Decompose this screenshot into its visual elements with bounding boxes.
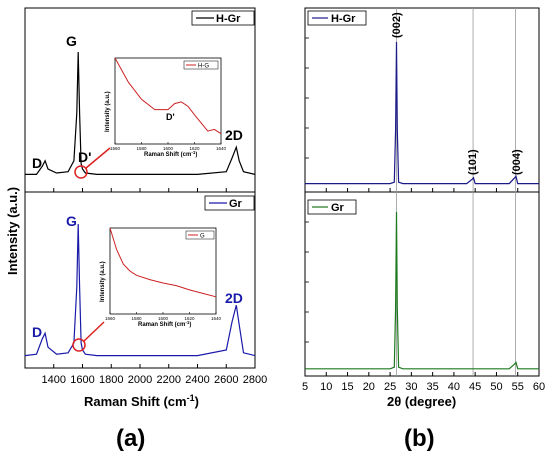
inset-x-tick-label: 1640 [211,316,222,321]
x-tick-label-b: 35 [427,381,439,393]
inset-bottom-ticks: 1560 1580 1600 1620 1640 [105,312,222,321]
inset-bottom-xlabel: Raman Shift (cm-1) [138,320,191,328]
series-line-h-gr-raman [25,51,256,175]
legend-label-h-gr-raman: H-Gr [216,13,241,25]
legend-h-gr-xrd: H-Gr [307,10,367,26]
x-tick-label-b: 20 [363,381,375,393]
inset-bottom: 1560 1580 1600 1620 1640 G Raman Shift (cm-1… [100,227,222,328]
x-tick-label-b: 10 [320,381,332,393]
peak-label-2d-top: 2D [225,127,243,143]
inset-x-tick-label: 1620 [184,316,195,321]
inset-top-annotation: D' [166,112,175,122]
x-tick-label-a: 1600 [70,374,94,386]
panel-label-a: (a) [116,425,145,452]
panel-label-b: (b) [404,425,435,452]
x-tick-label-b: 30 [405,381,417,393]
inset-pointer-bottom [83,321,105,342]
series-line-gr-xrd [305,211,539,370]
inset-top-line [114,57,222,135]
peak-label-g-bottom: G [66,213,77,229]
panel-b-bottom-frame [304,191,540,377]
inset-x-tick-label: 1600 [158,316,169,321]
x-tick-label-b: 55 [512,381,524,393]
panel-a: 1400 1600 1800 2000 2200 2400 2600 2800 H-Gr Gr… [5,7,267,452]
inset-top: 1560 1580 1600 1620 1640 H-G D' Raman Shift … [105,57,227,158]
peak-label-101: (101) [467,149,479,175]
legend-h-gr-raman: H-Gr [191,10,255,26]
x-tick-label-a: 2000 [128,374,152,386]
x-tick-label-b: 40 [448,381,460,393]
x-axis-ticks-a: 1400 1600 1800 2000 2200 2400 2600 2800 [42,188,267,386]
inset-x-tick-label: 1620 [189,146,200,151]
y-axis-label-a: Intensity (a.u.) [5,187,20,275]
series-line-h-gr-xrd [305,41,539,185]
panel-b-top-frame [304,7,540,193]
x-tick-label-b: 45 [469,381,481,393]
legend-gr-xrd: Gr [307,199,357,215]
inset-bottom-ylabel: Intensity (a.u.) [100,261,106,302]
peak-label-d-bottom: D [32,324,42,340]
legend-label-h-gr-xrd: H-Gr [331,13,356,25]
inset-x-tick-label: 1560 [105,316,116,321]
x-tick-label-a: 2200 [157,374,181,386]
legend-label-gr-raman: Gr [229,198,243,210]
x-tick-label-b: 5 [302,381,308,393]
inset-top-ylabel: Intensity (a.u.) [105,91,111,132]
highlight-circle-bottom [72,338,86,352]
x-tick-label-a: 1800 [99,374,123,386]
panel-b: 5 10 15 20 25 30 35 40 45 50 55 60 H-Gr Gr (002) (1… [302,7,545,452]
peak-label-004: (004) [511,149,523,175]
highlight-circle-top [74,165,88,179]
inset-top-xlabel: Raman Shift (cm-1) [144,150,197,158]
legend-label-gr-xrd: Gr [331,202,345,214]
x-tick-label-a: 2400 [185,374,209,386]
inset-bottom-line [109,227,217,298]
peak-label-d-top: D [32,155,42,171]
inset-top-ticks: 1560 1580 1600 1620 1640 [110,142,227,151]
inset-x-tick-label: 1600 [163,146,174,151]
peak-label-dprime-top: D' [78,149,91,165]
peak-label-002: (002) [391,12,403,38]
peak-label-2d-bottom: 2D [225,290,243,306]
x-axis-label-a: Raman Shift (cm-1) [84,393,199,409]
peak-label-g-top: G [66,33,77,49]
inset-pointer-top [85,147,111,169]
x-axis-ticks-b: 5 10 15 20 25 30 35 40 45 50 55 60 [302,37,545,393]
inset-x-tick-label: 1580 [131,316,142,321]
inset-bottom-legend: G [200,234,205,240]
inset-top-legend: H-G [198,64,209,70]
inset-x-tick-label: 1640 [216,146,227,151]
x-tick-label-b: 15 [341,381,353,393]
x-tick-label-b: 25 [384,381,396,393]
x-tick-label-b: 50 [490,381,502,393]
x-tick-label-a: 2600 [214,374,238,386]
inset-x-tick-label: 1580 [136,146,147,151]
x-tick-label-a: 2800 [243,374,267,386]
x-tick-label-b: 60 [533,381,545,393]
legend-gr-raman: Gr [204,195,255,211]
x-axis-label-b: 2θ (degree) [387,394,456,409]
inset-x-tick-label: 1560 [110,146,121,151]
x-tick-label-a: 1400 [42,374,66,386]
